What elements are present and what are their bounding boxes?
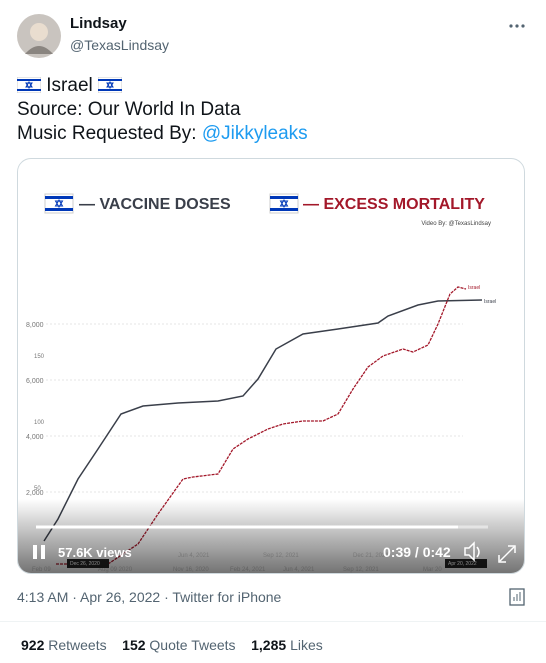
flag bbox=[44, 193, 74, 214]
stat-count: 152 bbox=[122, 637, 146, 653]
mute-button[interactable] bbox=[464, 541, 480, 562]
stat-label: Quote Tweets bbox=[149, 637, 236, 653]
avatar[interactable] bbox=[17, 14, 61, 58]
stats: 922 Retweets 152 Quote Tweets 1,285 Like… bbox=[21, 637, 323, 653]
right-tick-label: 50 bbox=[34, 486, 41, 492]
author-name[interactable]: Lindsay bbox=[70, 15, 127, 32]
stat[interactable]: 1,285 Likes bbox=[251, 637, 323, 653]
right-tick-label: 150 bbox=[34, 354, 45, 360]
vaccine-line bbox=[43, 299, 483, 542]
divider bbox=[0, 621, 546, 622]
chart-title: — VACCINE DOSES bbox=[79, 196, 231, 213]
video-frame: — VACCINE DOSES — EXCESS MORTALITY Video… bbox=[18, 193, 524, 573]
left-tick-label: 6,000 bbox=[26, 378, 44, 385]
left-tick-label: 2,000 bbox=[26, 490, 44, 497]
stat-count: 1,285 bbox=[251, 637, 287, 653]
tweet-text: Israel bbox=[46, 75, 93, 96]
stat[interactable]: 922 Retweets bbox=[21, 637, 107, 653]
chart-title: — EXCESS MORTALITY bbox=[303, 196, 485, 213]
controls-shade bbox=[18, 499, 524, 573]
video-time: 0:39 / 0:42 bbox=[383, 544, 451, 560]
flag bbox=[16, 76, 42, 94]
right-tick-label: 100 bbox=[34, 420, 45, 426]
flag bbox=[269, 193, 299, 214]
flag bbox=[97, 76, 123, 94]
stat-count: 922 bbox=[21, 637, 45, 653]
author-handle[interactable]: @TexasLindsay bbox=[70, 37, 170, 53]
series-label: Israel bbox=[484, 299, 496, 305]
tweet-meta: 4:13 AM · Apr 26, 2022 · Twitter for iPh… bbox=[17, 589, 282, 605]
view-count: 57.6K views bbox=[58, 545, 132, 560]
stat[interactable]: 152 Quote Tweets bbox=[122, 637, 235, 653]
series-label: Israel bbox=[468, 285, 480, 291]
fullscreen-button[interactable] bbox=[498, 545, 516, 563]
stat-label: Retweets bbox=[48, 637, 107, 653]
mention-link[interactable]: @Jikkyleaks bbox=[201, 123, 308, 144]
tweet-text: Source: Our World In Data bbox=[17, 99, 241, 120]
left-tick-label: 4,000 bbox=[26, 434, 44, 441]
mortality-line bbox=[56, 286, 467, 565]
pause-button[interactable] bbox=[33, 545, 45, 559]
tweet-line: Israel bbox=[16, 74, 123, 98]
tweet-text: Music Requested By: bbox=[17, 123, 197, 144]
tweet-line: Music Requested By: @Jikkyleaks bbox=[17, 122, 308, 146]
more-menu[interactable] bbox=[508, 22, 526, 30]
stat-label: Likes bbox=[290, 637, 323, 653]
credit: Video By: @TexasLindsay bbox=[421, 221, 491, 227]
left-tick-label: 8,000 bbox=[26, 322, 44, 329]
video-player[interactable]: — VACCINE DOSES — EXCESS MORTALITY Video… bbox=[17, 158, 525, 574]
analytics-icon[interactable] bbox=[509, 588, 525, 606]
